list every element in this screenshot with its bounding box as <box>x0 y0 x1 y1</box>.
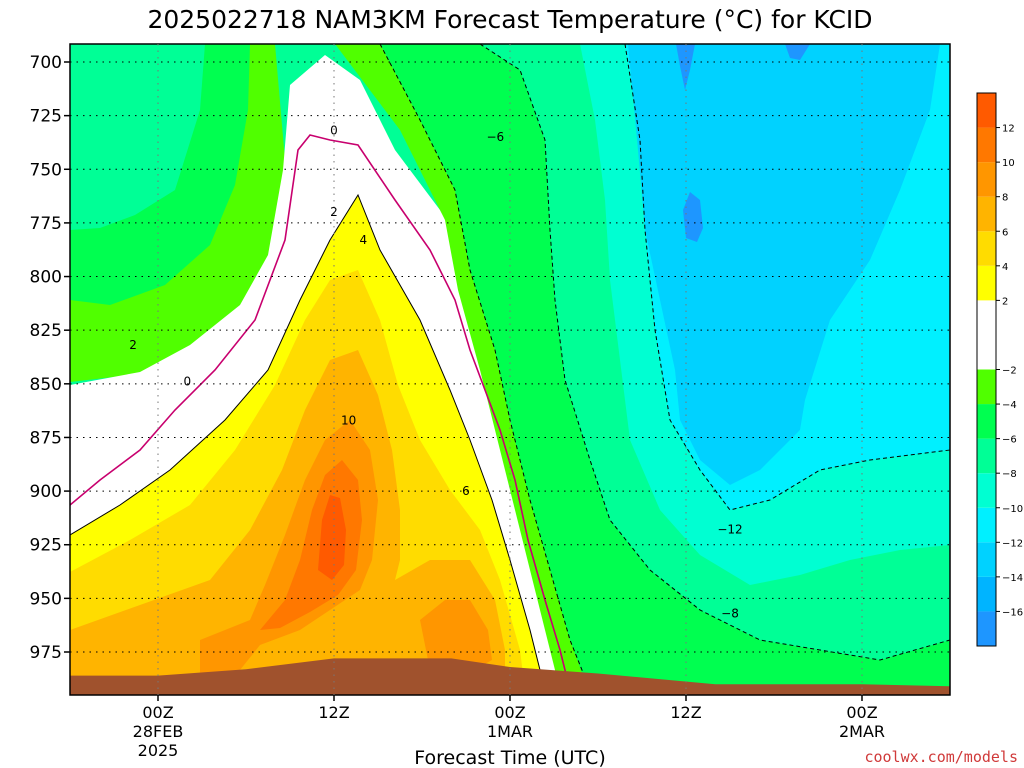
contour-neg6-line <box>379 44 591 691</box>
contour-label-1: 2 <box>330 205 338 219</box>
terrain-ground <box>70 658 950 695</box>
contour-label-8: −12 <box>717 523 742 537</box>
chart-title: 2025022718 NAM3KM Forecast Temperature (… <box>147 5 872 34</box>
contour-label-6: 0 <box>184 375 192 389</box>
x-tick-label-4-0: 00Z <box>846 703 877 722</box>
x-tick-label-2-1: 1MAR <box>487 722 533 741</box>
fill-orange-12-14 <box>318 495 346 580</box>
colorbar-label-9: −8 <box>1002 469 1017 480</box>
y-axis: 700 725 750 775 800 825 850 875 900 925 950 975 <box>30 53 70 663</box>
contour-zero-line <box>70 134 571 691</box>
y-tick-label-900: 900 <box>30 482 62 502</box>
y-tick-label-925: 925 <box>30 536 62 556</box>
contour-label-5: 2 <box>129 338 137 352</box>
colorbar-label-7: −4 <box>1002 400 1017 411</box>
x-tick-label-0-0: 00Z <box>142 703 173 722</box>
fill-minus16-cell <box>683 192 703 242</box>
fill-minus16-top-right <box>785 44 810 60</box>
x-tick-label-0-2: 2025 <box>138 741 179 760</box>
colorbar-label-8: −6 <box>1002 435 1017 446</box>
y-tick-label-850: 850 <box>30 375 62 395</box>
colorbar-swatch-9 <box>977 265 996 301</box>
colorbar-swatch-1 <box>977 576 996 612</box>
contour-neg8-line <box>479 44 950 661</box>
colorbar-swatch-5 <box>977 438 996 474</box>
x-tick-label-0-1: 28FEB <box>133 722 184 741</box>
fill-minus4-west <box>70 44 285 382</box>
colorbar-swatch-2 <box>977 542 996 577</box>
contour-neg12-line <box>624 44 950 511</box>
y-tick-label-775: 775 <box>30 214 62 234</box>
y-tick-label-975: 975 <box>30 643 62 663</box>
contour-label-3: 10 <box>341 413 356 427</box>
x-tick-label-1-0: 12Z <box>318 703 349 722</box>
colorbar: 12 10 8 6 4 2 −2 −4 −6 −8 −10 −12 −14 −16 <box>976 92 1023 647</box>
contour-label-7: −6 <box>486 130 504 144</box>
fill-minus14-east <box>628 44 940 485</box>
colorbar-label-3: 6 <box>1002 227 1008 238</box>
colorbar-label-0: 12 <box>1002 124 1015 135</box>
y-tick-label-725: 725 <box>30 107 62 127</box>
colorbar-swatch-6 <box>977 404 996 439</box>
y-tick-label-700: 700 <box>30 53 62 73</box>
contour-label-2: 4 <box>360 233 368 247</box>
fill-minus6-east <box>380 44 950 695</box>
contour-label-9: −8 <box>721 606 739 620</box>
y-tick-label-875: 875 <box>30 428 62 448</box>
contour-label-4: 6 <box>462 484 470 498</box>
fill-orange-6-8 <box>70 350 505 690</box>
colorbar-swatch-10 <box>977 231 996 266</box>
colorbar-swatch-0 <box>977 611 996 646</box>
colorbar-swatch-8 <box>977 300 996 370</box>
contour-labels: 0 2 4 10 6 2 0 −6 −12 −8 <box>129 124 742 621</box>
credit-text: coolwx.com/models <box>864 748 1018 766</box>
colorbar-label-13: −16 <box>1002 607 1023 618</box>
y-tick-label-750: 750 <box>30 160 62 180</box>
colorbar-swatch-4 <box>977 473 996 508</box>
x-tick-label-2-0: 00Z <box>494 703 525 722</box>
colorbar-label-5: 2 <box>1002 296 1008 307</box>
colorbar-label-4: 4 <box>1002 262 1008 273</box>
y-tick-label-950: 950 <box>30 589 62 609</box>
x-tick-label-3-0: 12Z <box>670 703 701 722</box>
grid-lines <box>70 44 950 695</box>
colorbar-label-1: 10 <box>1002 158 1015 169</box>
fill-minus16-top <box>676 44 695 90</box>
x-tick-label-4-1: 2MAR <box>839 722 885 741</box>
colorbar-label-2: 8 <box>1002 193 1008 204</box>
fill-minus8-east <box>480 44 950 660</box>
y-tick-label-825: 825 <box>30 321 62 341</box>
x-axis-label: Forecast Time (UTC) <box>414 747 605 768</box>
y-tick-label-800: 800 <box>30 268 62 288</box>
colorbar-swatch-3 <box>977 507 996 543</box>
colorbar-swatch-7 <box>977 369 996 405</box>
colorbar-label-12: −14 <box>1002 573 1023 584</box>
colorbar-swatch-13 <box>977 127 996 163</box>
contour-label-0: 0 <box>330 124 338 138</box>
fill-minus10-east <box>580 44 950 585</box>
colorbar-label-10: −10 <box>1002 504 1023 515</box>
colorbar-swatch-14 <box>977 93 996 128</box>
colorbar-swatch-12 <box>977 162 996 197</box>
colorbar-label-11: −12 <box>1002 538 1023 549</box>
colorbar-swatch-11 <box>977 196 996 232</box>
colorbar-label-6: −2 <box>1002 366 1017 377</box>
fill-orange-8-10-east <box>420 600 492 672</box>
